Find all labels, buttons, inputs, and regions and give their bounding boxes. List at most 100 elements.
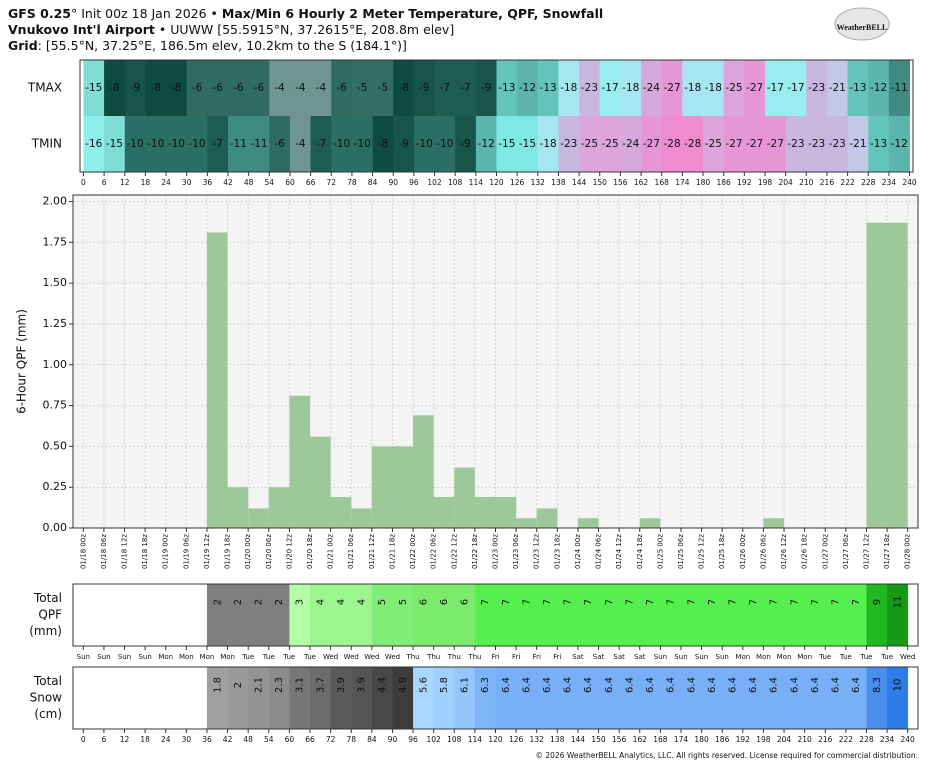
y-tick-label: 1.75 xyxy=(43,235,68,248)
strip-cell xyxy=(784,667,806,729)
strip-cell xyxy=(268,584,290,646)
strip-cell xyxy=(371,667,393,729)
strip-cell xyxy=(536,667,558,729)
heat-cell xyxy=(682,116,704,172)
strip-value: 6.4 xyxy=(624,677,635,693)
strip-value: 3.9 xyxy=(336,677,347,693)
row-label: TMAX xyxy=(27,81,62,95)
heat-value: -23 xyxy=(560,138,577,150)
heat-value: -10 xyxy=(416,138,433,150)
x-tick-label: 96 xyxy=(409,178,419,187)
strip-cell xyxy=(866,667,888,729)
heat-value: -11 xyxy=(250,138,267,150)
heat-cell xyxy=(372,116,394,172)
header-line: Vnukovo Int'l Airport • UUWW [55.5915°N,… xyxy=(8,22,454,37)
x-tick-label: Sun xyxy=(695,653,708,661)
x-tick-label: Thu xyxy=(447,653,461,661)
bar xyxy=(206,232,228,528)
heat-value: -25 xyxy=(725,82,742,94)
heat-cell xyxy=(537,60,559,116)
x-tick-label: 174 xyxy=(674,735,689,744)
heat-value: -6 xyxy=(254,82,265,94)
x-tick-label: 162 xyxy=(634,178,649,187)
strip-value: 7 xyxy=(728,599,739,605)
x-tick-label: 108 xyxy=(448,178,463,187)
x-tick-label: Mon xyxy=(220,653,235,661)
x-tick-label: Mon xyxy=(200,653,215,661)
heat-cell xyxy=(599,60,621,116)
strip-label: Total xyxy=(33,591,62,605)
heat-cell xyxy=(124,116,146,172)
heat-cell xyxy=(289,60,312,116)
heat-value: -8 xyxy=(398,82,408,94)
x-tick-label: 01/27 18z xyxy=(883,534,891,569)
strip-cell xyxy=(680,667,702,729)
strip-value: 7 xyxy=(480,599,491,605)
heat-value: -8 xyxy=(378,138,388,150)
heat-value: -23 xyxy=(808,138,825,150)
x-tick-label: 198 xyxy=(758,178,773,187)
strip-value: 7 xyxy=(686,599,697,605)
strip-value: 11 xyxy=(892,596,903,609)
x-tick-label: 234 xyxy=(882,178,897,187)
x-tick-label: 01/24 00z xyxy=(574,534,582,569)
heat-value: -10 xyxy=(168,138,185,150)
strip-value: 2.1 xyxy=(253,677,264,693)
heat-cell xyxy=(620,116,642,172)
x-tick-label: 01/23 06z xyxy=(512,534,520,569)
heat-value: -18 xyxy=(540,138,557,150)
strip-value: 6 xyxy=(418,599,429,605)
heat-value: -27 xyxy=(643,138,660,150)
heat-cell xyxy=(372,60,394,116)
heat-cell xyxy=(888,116,910,172)
x-tick-label: Sat xyxy=(634,653,646,661)
x-tick-label: 156 xyxy=(612,735,627,744)
strip-cell xyxy=(495,584,517,646)
heat-value: -10 xyxy=(126,138,143,150)
x-tick-label: 48 xyxy=(244,178,254,187)
heat-cell xyxy=(434,60,456,116)
heat-cell xyxy=(661,116,683,172)
x-tick-label: Mon xyxy=(735,653,750,661)
strip-value: 7 xyxy=(831,599,842,605)
heat-value: -18 xyxy=(560,82,577,94)
heat-value: -15 xyxy=(106,138,123,150)
strip-value: 9 xyxy=(872,599,883,605)
heat-value: -4 xyxy=(295,138,306,150)
heat-value: -9 xyxy=(130,82,140,94)
strip-value: 6 xyxy=(460,599,471,605)
strip-cell xyxy=(742,584,764,646)
heat-cell xyxy=(723,116,745,172)
y-tick-label: 0.75 xyxy=(43,399,68,412)
x-tick-label: 42 xyxy=(223,178,233,187)
heat-value: -10 xyxy=(436,138,453,150)
x-tick-label: 18 xyxy=(140,735,150,744)
strip-value: 4 xyxy=(315,599,326,605)
x-tick-label: 12 xyxy=(120,735,130,744)
heat-cell xyxy=(517,60,539,116)
strip-value: 6.4 xyxy=(769,677,780,693)
x-tick-label: 01/26 12z xyxy=(780,534,788,569)
bar xyxy=(248,508,269,528)
strip-value: 6.4 xyxy=(851,677,862,693)
heat-value: -18 xyxy=(622,82,639,94)
heat-value: -7 xyxy=(316,138,326,150)
x-tick-label: 78 xyxy=(346,735,356,744)
strip-cell xyxy=(289,667,311,729)
heat-value: -25 xyxy=(705,138,722,150)
y-tick-label: 1.00 xyxy=(43,358,68,371)
strip-cell xyxy=(660,584,682,646)
x-tick-label: 01/20 00z xyxy=(244,534,252,569)
x-tick-label: 174 xyxy=(675,178,690,187)
x-tick-label: 01/22 06z xyxy=(430,534,438,569)
heat-value: -7 xyxy=(460,82,470,94)
x-tick-label: 01/27 06z xyxy=(842,534,850,569)
x-tick-label: 60 xyxy=(285,178,295,187)
x-tick-label: 18 xyxy=(141,178,151,187)
heat-value: -25 xyxy=(602,138,619,150)
strip-cell xyxy=(825,667,847,729)
strip-value: 2 xyxy=(233,599,244,605)
heat-value: -15 xyxy=(498,138,515,150)
strip-value: 7 xyxy=(851,599,862,605)
strip-value: 6.4 xyxy=(563,677,574,693)
